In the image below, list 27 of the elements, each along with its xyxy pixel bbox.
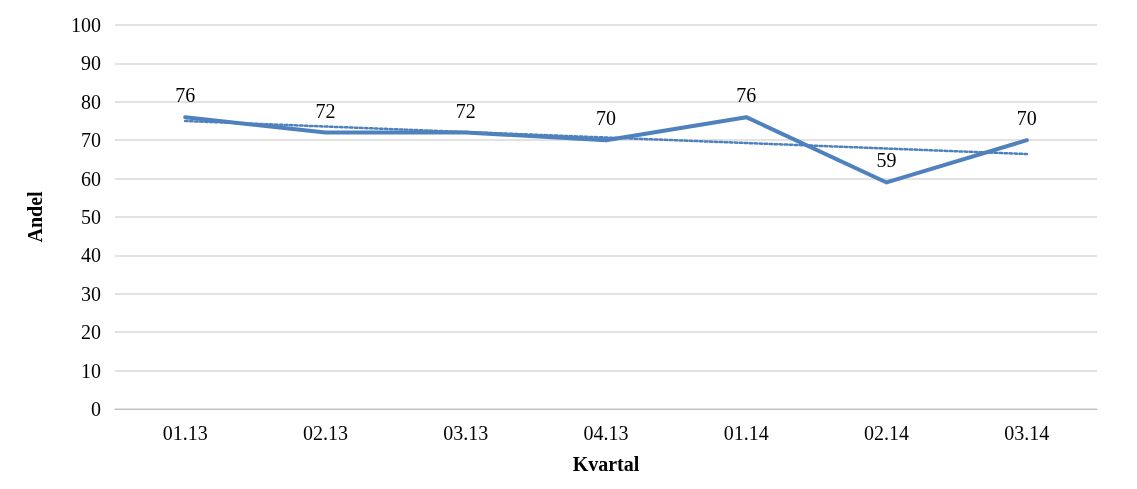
x-tick-label: 04.13 [583, 422, 629, 444]
data-label: 76 [736, 84, 757, 107]
y-tick-label: 50 [81, 206, 101, 228]
y-tick-label: 40 [81, 244, 101, 267]
x-tick-label: 02.14 [864, 422, 910, 444]
x-axis-title: Kvartal [572, 453, 640, 475]
y-axis-title: Andel [24, 191, 46, 243]
y-tick-label: 60 [81, 167, 101, 190]
y-tick-label: 20 [81, 321, 101, 344]
data-label: 70 [1016, 107, 1037, 130]
y-tick-label: 80 [81, 90, 101, 113]
x-tick-label: 01.14 [723, 422, 769, 444]
x-tick-label: 02.13 [302, 422, 348, 444]
data-label: 72 [315, 99, 336, 122]
y-tick-label: 0 [91, 398, 101, 420]
y-tick-label: 30 [81, 282, 101, 305]
data-label: 59 [876, 149, 897, 172]
y-tick-label: 10 [81, 359, 101, 382]
data-label: 72 [455, 99, 476, 122]
x-tick-label: 03.14 [1004, 422, 1050, 444]
x-tick-label: 01.13 [162, 422, 208, 444]
y-tick-label: 90 [81, 52, 101, 75]
data-label: 76 [175, 84, 196, 107]
data-label: 70 [596, 107, 616, 130]
y-tick-label: 100 [71, 14, 101, 36]
x-tick-label: 03.13 [443, 422, 489, 444]
y-tick-label: 70 [81, 129, 101, 152]
